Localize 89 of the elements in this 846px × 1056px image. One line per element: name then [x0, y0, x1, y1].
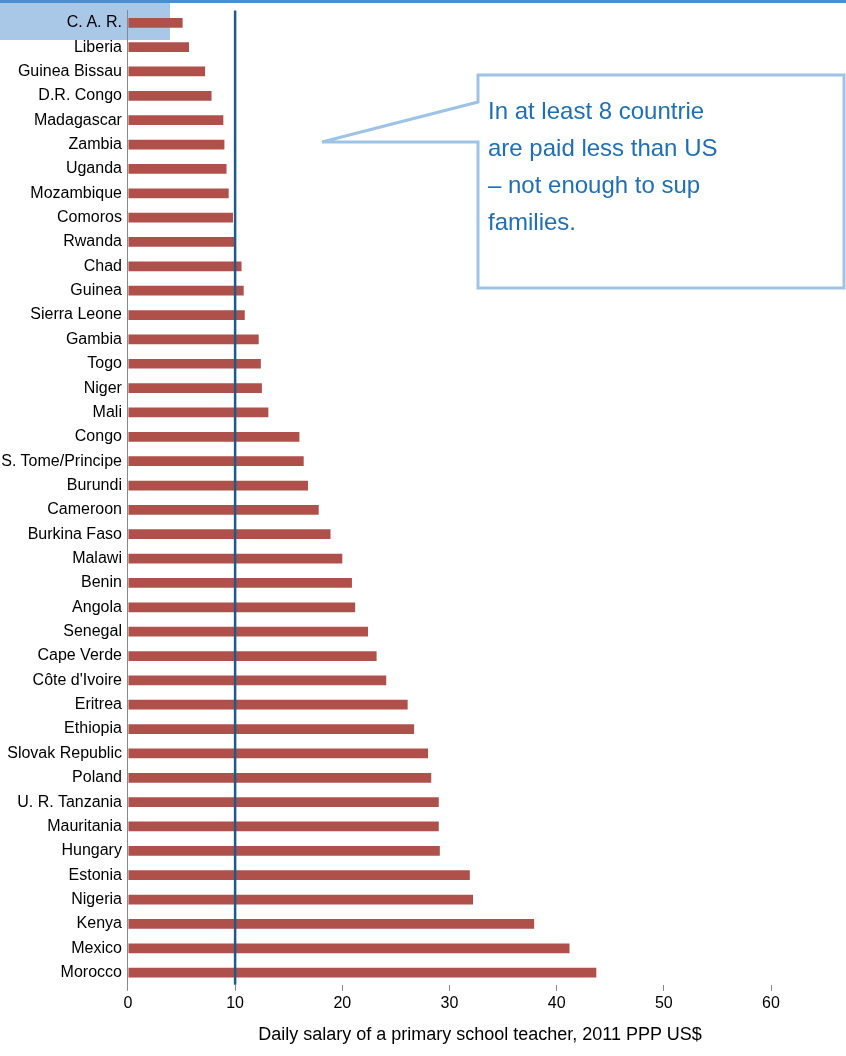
y-tick-label: Benin [81, 573, 122, 591]
bar [128, 456, 304, 467]
y-tick-label: Liberia [73, 37, 123, 55]
bar [128, 724, 415, 734]
bar [128, 66, 206, 77]
y-tick-label: Côte d'Ivoire [32, 670, 123, 688]
bar [128, 699, 408, 710]
bar [128, 919, 535, 929]
bar [128, 553, 343, 564]
x-tick-label: 0 [123, 993, 133, 1011]
bar [128, 943, 570, 954]
y-tick-label: Comoros [57, 208, 122, 226]
bar [128, 431, 300, 442]
y-tick-label: D.R. Congo [38, 86, 123, 104]
y-tick-label: Morocco [60, 963, 123, 981]
bar [128, 505, 319, 515]
bar [128, 17, 183, 28]
y-tick-label: Congo [74, 427, 123, 445]
y-tick-label: Gambia [65, 329, 123, 347]
y-tick-label: Mexico [71, 938, 123, 956]
bar [128, 115, 224, 126]
y-tick-label: Ethiopia [64, 719, 123, 737]
y-tick-label: Burundi [66, 475, 122, 493]
y-tick-label: Malawi [72, 548, 122, 566]
bar [128, 797, 439, 808]
bar [128, 334, 259, 345]
y-tick-label: S. Tome/Principe [1, 451, 123, 469]
bar [128, 772, 432, 783]
y-tick-label: Sierra Leone [30, 305, 123, 323]
bar [128, 651, 377, 661]
y-tick-label: Eritrea [74, 695, 123, 713]
y-tick-label: Uganda [65, 159, 123, 177]
x-tick-label: 50 [654, 993, 673, 1011]
y-tick-label: Slovak Republic [7, 743, 122, 761]
y-tick-label: Guinea Bissau [17, 61, 122, 79]
bar [128, 261, 242, 272]
y-tick-label: Kenya [76, 914, 123, 932]
x-axis-title: Daily salary of a primary school teacher, 2011 PPP US$ [257, 1024, 703, 1045]
y-tick-label: Senegal [63, 622, 122, 640]
bar [128, 212, 233, 223]
y-tick-label: Zambia [68, 134, 123, 152]
bar [128, 188, 229, 199]
bar [128, 821, 439, 832]
bar [128, 237, 235, 247]
y-tick-label: Madagascar [33, 110, 123, 128]
y-tick-label: Burkina Faso [27, 524, 123, 542]
y-tick-label: Estonia [68, 865, 123, 883]
bar [128, 748, 429, 759]
y-tick-label: Hungary [61, 841, 122, 859]
y-tick-label: Nigeria [71, 889, 123, 907]
bar [128, 675, 387, 686]
y-tick-label: Poland [72, 768, 122, 786]
bar [128, 383, 262, 393]
y-tick-label: Chad [83, 256, 122, 274]
bar [128, 967, 597, 978]
bar [128, 602, 356, 613]
bar [128, 894, 474, 905]
bar [128, 358, 261, 369]
bar [128, 164, 227, 174]
bar [128, 845, 440, 856]
bar [128, 285, 244, 296]
y-tick-label: Cameroon [47, 500, 122, 518]
y-tick-label: Mozambique [30, 183, 123, 201]
x-tick-label: 30 [440, 993, 459, 1011]
bar [128, 310, 245, 320]
bar [128, 529, 331, 540]
y-tick-label: U. R. Tanzania [17, 792, 123, 810]
bar [128, 139, 225, 150]
y-tick-label: Niger [83, 378, 123, 396]
y-tick-label: Angola [72, 597, 123, 615]
y-tick-label: Mauritania [47, 816, 123, 834]
bar [128, 626, 369, 637]
x-tick-label: 10 [226, 993, 245, 1011]
y-tick-label: Togo [87, 354, 123, 372]
y-tick-label: Mali [92, 402, 122, 420]
bar [128, 407, 269, 418]
y-tick-label: C. A. R. [66, 13, 122, 31]
bar [128, 870, 470, 881]
annotation: In at least 8 countrie are paid less than US – not enough to sup families. [488, 96, 718, 237]
x-tick-label: 60 [762, 993, 780, 1011]
bar [128, 42, 190, 52]
y-tick-label: Rwanda [63, 232, 123, 250]
bar [128, 90, 212, 101]
y-tick-label: Cape Verde [37, 646, 123, 664]
bar [128, 480, 308, 491]
y-tick-label: Guinea [70, 281, 123, 299]
x-tick-label: 20 [333, 993, 352, 1011]
x-tick-label: 40 [547, 993, 566, 1011]
bar [128, 578, 352, 588]
